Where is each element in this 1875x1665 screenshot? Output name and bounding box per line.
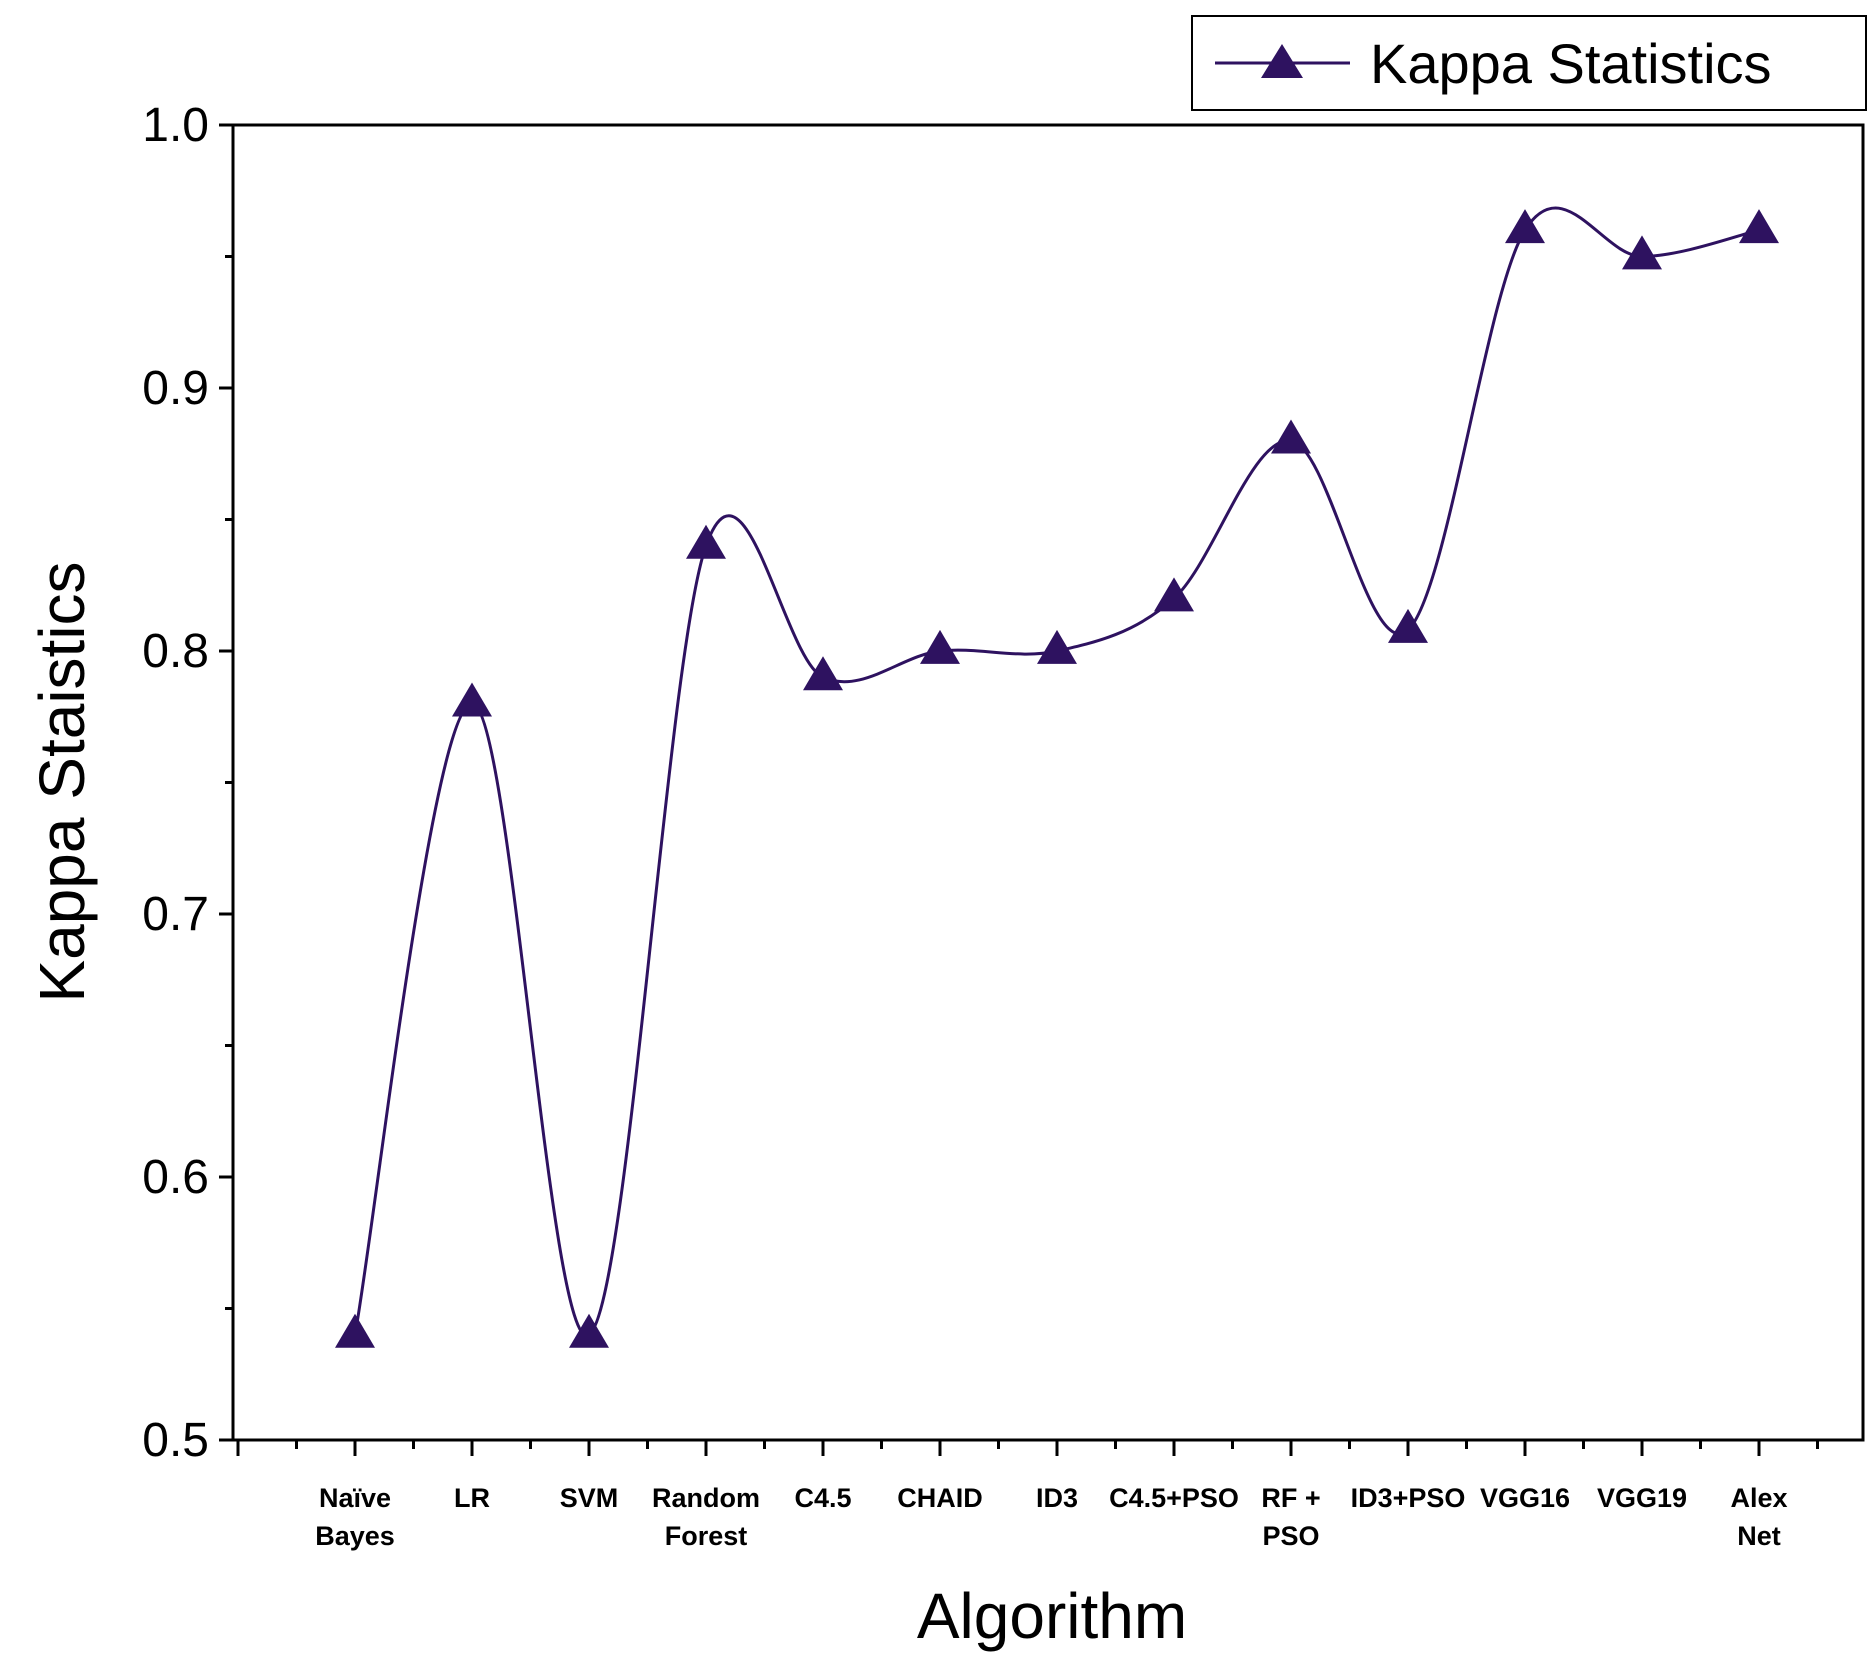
x-tick-label: VGG16 xyxy=(1480,1483,1570,1513)
legend-label: Kappa Statistics xyxy=(1370,32,1772,95)
y-tick-label: 0.6 xyxy=(142,1151,209,1204)
y-axis-title: Kappa Staistics xyxy=(26,561,98,1002)
data-point-marker xyxy=(1037,629,1077,664)
data-point-marker xyxy=(1739,209,1779,244)
legend-marker-triangle xyxy=(1261,44,1303,78)
x-tick-label: CHAID xyxy=(897,1483,983,1513)
x-tick-label: Alex xyxy=(1730,1483,1787,1513)
y-tick-label: 0.8 xyxy=(142,625,209,678)
x-tick-label: C4.5 xyxy=(794,1483,851,1513)
data-point-marker xyxy=(452,682,492,717)
x-axis-title: Algorithm xyxy=(917,1580,1187,1652)
series-line xyxy=(353,206,1760,1337)
data-point-marker xyxy=(1388,608,1428,643)
data-point-marker xyxy=(803,656,843,691)
x-axis: Naïve Bayes LR SVM Random Forest C4.5 CHAID ID3 C… xyxy=(236,1440,1819,1551)
data-point-marker xyxy=(920,629,960,664)
x-tick-label: Forest xyxy=(665,1521,748,1551)
y-tick-label: 0.9 xyxy=(142,362,209,415)
x-tick-label: RF + xyxy=(1261,1483,1320,1513)
x-tick-label: ID3+PSO xyxy=(1351,1483,1466,1513)
y-axis: 0.5 0.6 0.7 0.8 0.9 1.0 xyxy=(142,99,233,1467)
legend: Kappa Statistics xyxy=(1191,15,1867,111)
y-tick-label: 0.5 xyxy=(142,1414,209,1467)
x-tick-label: Random xyxy=(652,1483,760,1513)
y-tick-label: 1.0 xyxy=(142,99,209,152)
data-point-marker xyxy=(569,1313,609,1348)
plot-frame xyxy=(231,123,1865,1442)
data-point-marker xyxy=(686,524,726,559)
x-tick-label: VGG19 xyxy=(1597,1483,1687,1513)
data-point-marker xyxy=(1622,235,1662,270)
x-tick-label: ID3 xyxy=(1036,1483,1078,1513)
x-tick-label: SVM xyxy=(560,1483,619,1513)
x-tick-label: C4.5+PSO xyxy=(1109,1483,1239,1513)
x-tick-label: LR xyxy=(454,1483,490,1513)
data-point-marker xyxy=(335,1313,375,1348)
x-tick-label: Net xyxy=(1737,1521,1781,1551)
data-point-marker xyxy=(1154,577,1194,612)
data-point-marker xyxy=(1271,419,1311,454)
x-tick-label: Naïve xyxy=(319,1483,391,1513)
series-layer xyxy=(335,206,1779,1348)
x-tick-label: Bayes xyxy=(315,1521,395,1551)
y-tick-label: 0.7 xyxy=(142,888,209,941)
data-point-marker xyxy=(1505,209,1545,244)
x-tick-label: PSO xyxy=(1262,1521,1319,1551)
